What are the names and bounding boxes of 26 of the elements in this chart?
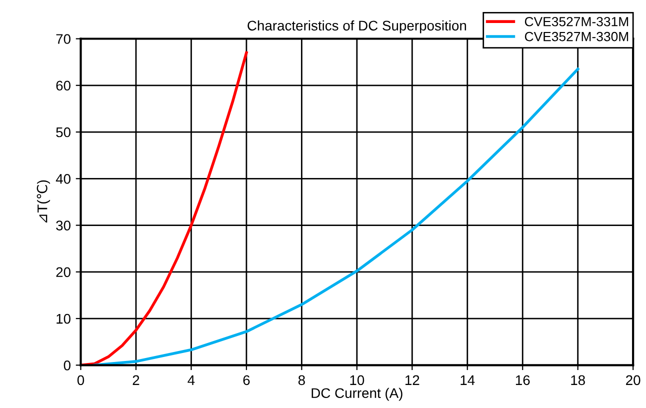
x-tick-label: 16 (516, 375, 530, 386)
legend-label: CVE3527M-331M (524, 16, 628, 26)
y-tick-label: 40 (56, 174, 70, 184)
x-tick-label: 10 (350, 375, 364, 386)
y-tick-label: 10 (56, 314, 70, 324)
x-tick-label: 20 (626, 375, 640, 386)
line-series (93, 68, 580, 366)
y-tick-label: 60 (56, 80, 70, 91)
chart-title: Characteristics of DC Superposition (248, 20, 466, 34)
y-axis-title: ⊿T(℃) (36, 180, 50, 223)
legend-label: CVE3527M-330M (524, 32, 628, 42)
x-tick-label: 2 (132, 375, 140, 385)
y-tick-label: 30 (56, 220, 70, 230)
y-tick-label: 50 (56, 127, 70, 138)
x-tick-label: 12 (405, 375, 420, 385)
y-tick-label: 70 (56, 34, 70, 44)
line-series (80, 51, 248, 366)
x-tick-label: 18 (571, 375, 585, 386)
y-tick-label: 20 (56, 267, 70, 278)
x-tick-label: 0 (77, 375, 84, 386)
y-tick-label: 0 (64, 360, 70, 370)
x-tick-label: 4 (188, 375, 195, 385)
x-tick-label: 14 (460, 375, 475, 385)
x-tick-label: 6 (243, 375, 250, 386)
x-axis-title: DC Current (A) (312, 388, 402, 401)
x-tick-label: 8 (298, 375, 305, 386)
